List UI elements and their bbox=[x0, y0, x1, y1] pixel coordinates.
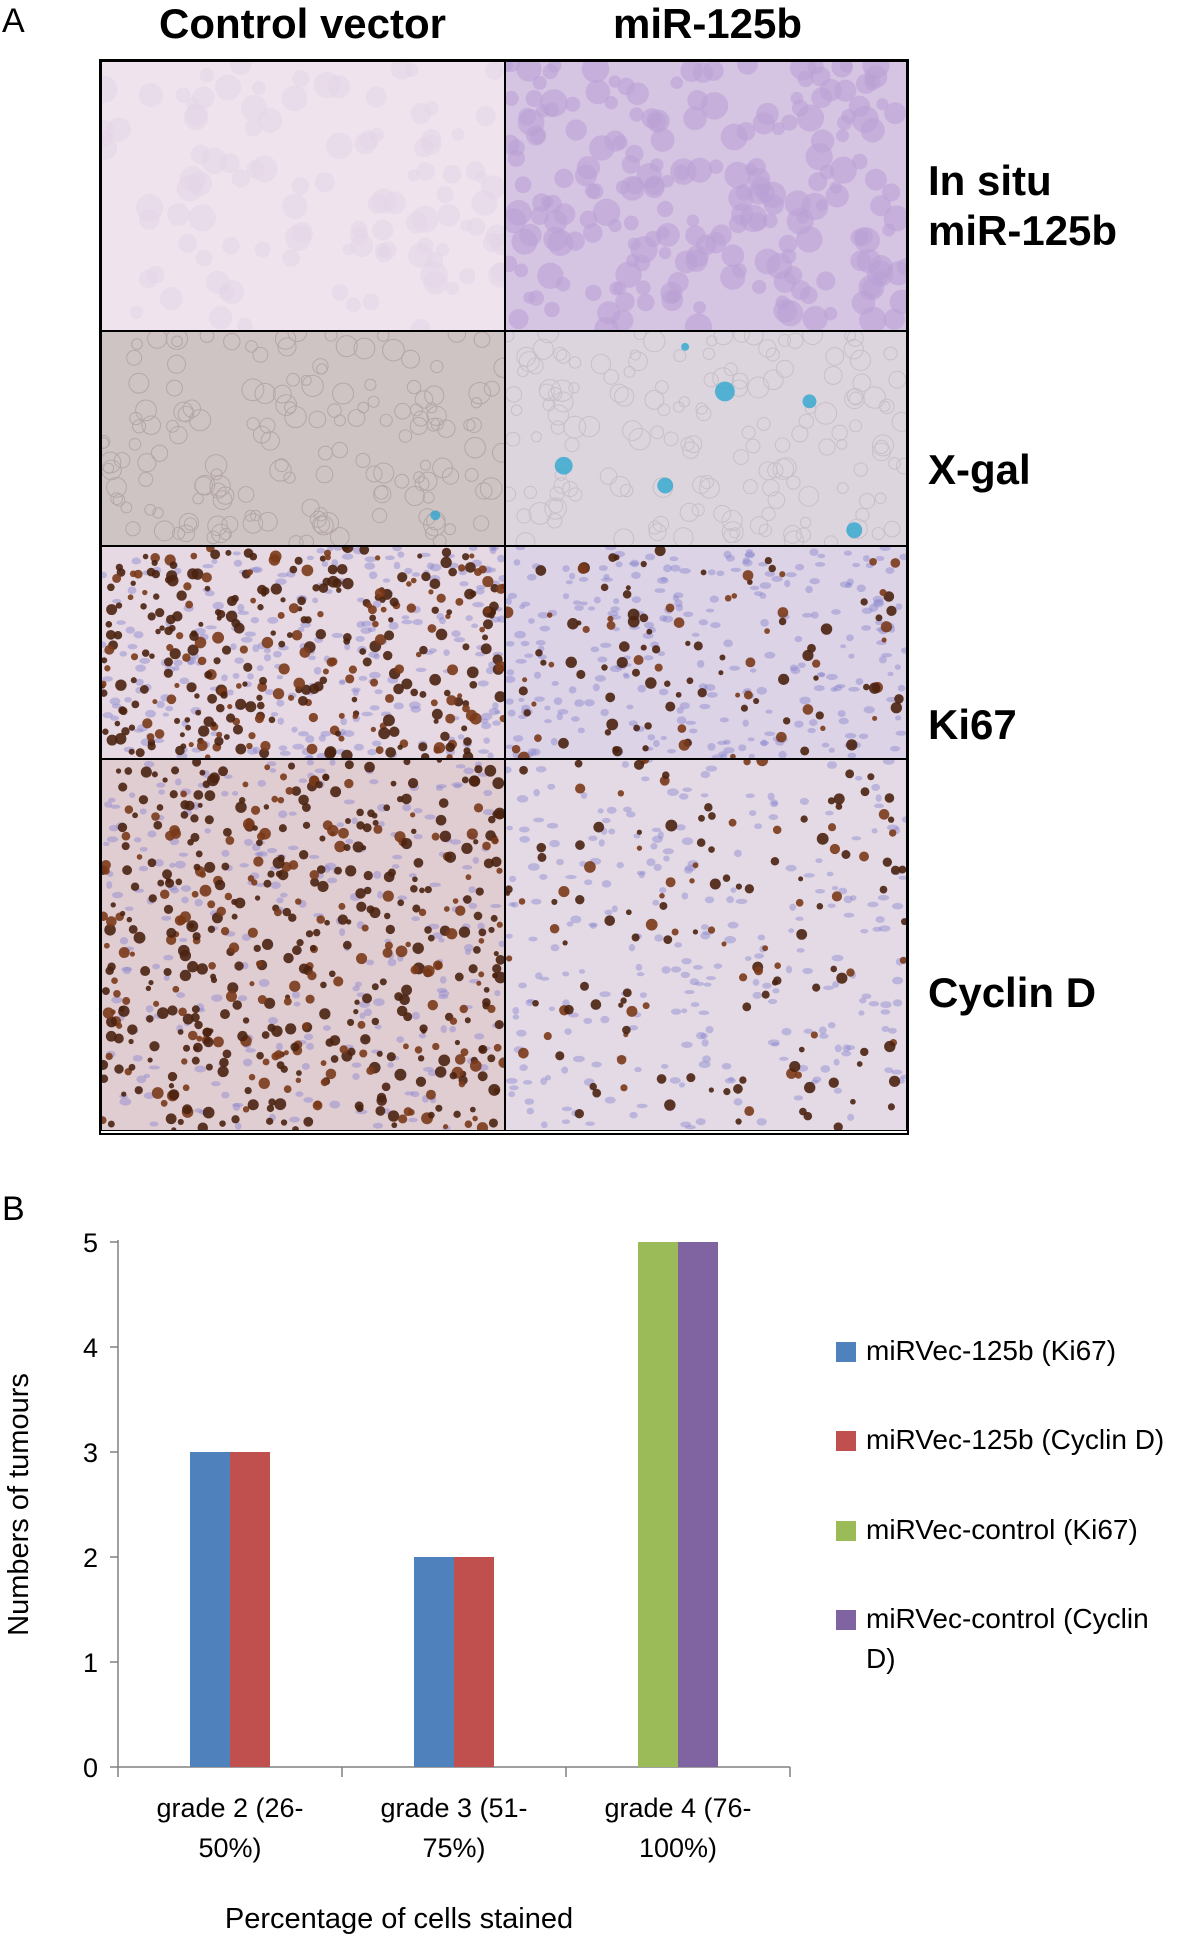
x-tick-label: 50%) bbox=[198, 1833, 261, 1863]
column-title-mir-125b: miR-125b bbox=[612, 0, 803, 47]
bar bbox=[454, 1557, 494, 1767]
micrograph-cyclin-d-mir125b bbox=[505, 759, 907, 1131]
micrograph-in-situ-mir125b bbox=[505, 61, 907, 331]
y-tick-label: 5 bbox=[83, 1228, 98, 1258]
row-label-x-gal: X-gal bbox=[928, 445, 1031, 495]
panel-a-letter: A bbox=[2, 2, 25, 40]
legend-swatch bbox=[836, 1431, 856, 1451]
bar bbox=[230, 1452, 270, 1767]
x-tick-label: grade 4 (76- bbox=[604, 1793, 751, 1823]
column-title-control-vector: Control vector bbox=[158, 0, 447, 47]
x-axis-title: Percentage of cells stained bbox=[225, 1903, 573, 1935]
row-label-ki67: Ki67 bbox=[928, 700, 1017, 750]
legend-label: miRVec-125b (Ki67) bbox=[866, 1335, 1116, 1366]
row-label-line: miR-125b bbox=[928, 207, 1118, 254]
y-tick-label: 3 bbox=[83, 1438, 98, 1468]
micrograph-cyclin-d-control bbox=[101, 759, 505, 1131]
y-tick-label: 1 bbox=[83, 1648, 98, 1678]
micrograph-x-gal-mir125b bbox=[505, 331, 907, 546]
legend-label: D) bbox=[866, 1643, 896, 1674]
row-label-line: Cyclin D bbox=[928, 969, 1097, 1016]
y-axis-title: Numbers of tumours bbox=[3, 1373, 35, 1636]
legend-swatch bbox=[836, 1342, 856, 1362]
bar bbox=[678, 1242, 718, 1767]
bar bbox=[190, 1452, 230, 1767]
micrograph-ki67-control bbox=[101, 546, 505, 759]
row-label-line: In situ bbox=[928, 157, 1052, 204]
legend-label: miRVec-control (Cyclin bbox=[866, 1603, 1149, 1634]
x-tick-label: 100%) bbox=[639, 1833, 717, 1863]
micrograph-grid bbox=[99, 59, 909, 1135]
bar-chart: 0 1 2 3 4 5 grade 2 (26- 50%) grade 3 (51- 75%) gr… bbox=[3, 1228, 1164, 1935]
row-label-cyclin-d: Cyclin D bbox=[928, 968, 1096, 1018]
bar bbox=[414, 1557, 454, 1767]
row-label-in-situ: In situ miR-125b bbox=[928, 156, 1117, 256]
row-label-line: X-gal bbox=[928, 446, 1031, 493]
legend-swatch bbox=[836, 1610, 856, 1630]
y-tick-label: 2 bbox=[83, 1543, 98, 1573]
bar bbox=[638, 1242, 678, 1767]
row-label-line: Ki67 bbox=[928, 701, 1017, 748]
micrograph-x-gal-control bbox=[101, 331, 505, 546]
x-tick-label: 75%) bbox=[422, 1833, 485, 1863]
micrograph-ki67-mir125b bbox=[505, 546, 907, 759]
x-tick-label: grade 3 (51- bbox=[380, 1793, 527, 1823]
y-tick-label: 0 bbox=[83, 1753, 98, 1783]
legend-label: miRVec-125b (Cyclin D) bbox=[866, 1424, 1164, 1455]
y-tick-label: 4 bbox=[83, 1333, 98, 1363]
x-tick-label: grade 2 (26- bbox=[156, 1793, 303, 1823]
legend-label: miRVec-control (Ki67) bbox=[866, 1514, 1138, 1545]
legend-swatch bbox=[836, 1521, 856, 1541]
panel-b-letter: B bbox=[2, 1190, 25, 1228]
micrograph-in-situ-control bbox=[101, 61, 505, 331]
